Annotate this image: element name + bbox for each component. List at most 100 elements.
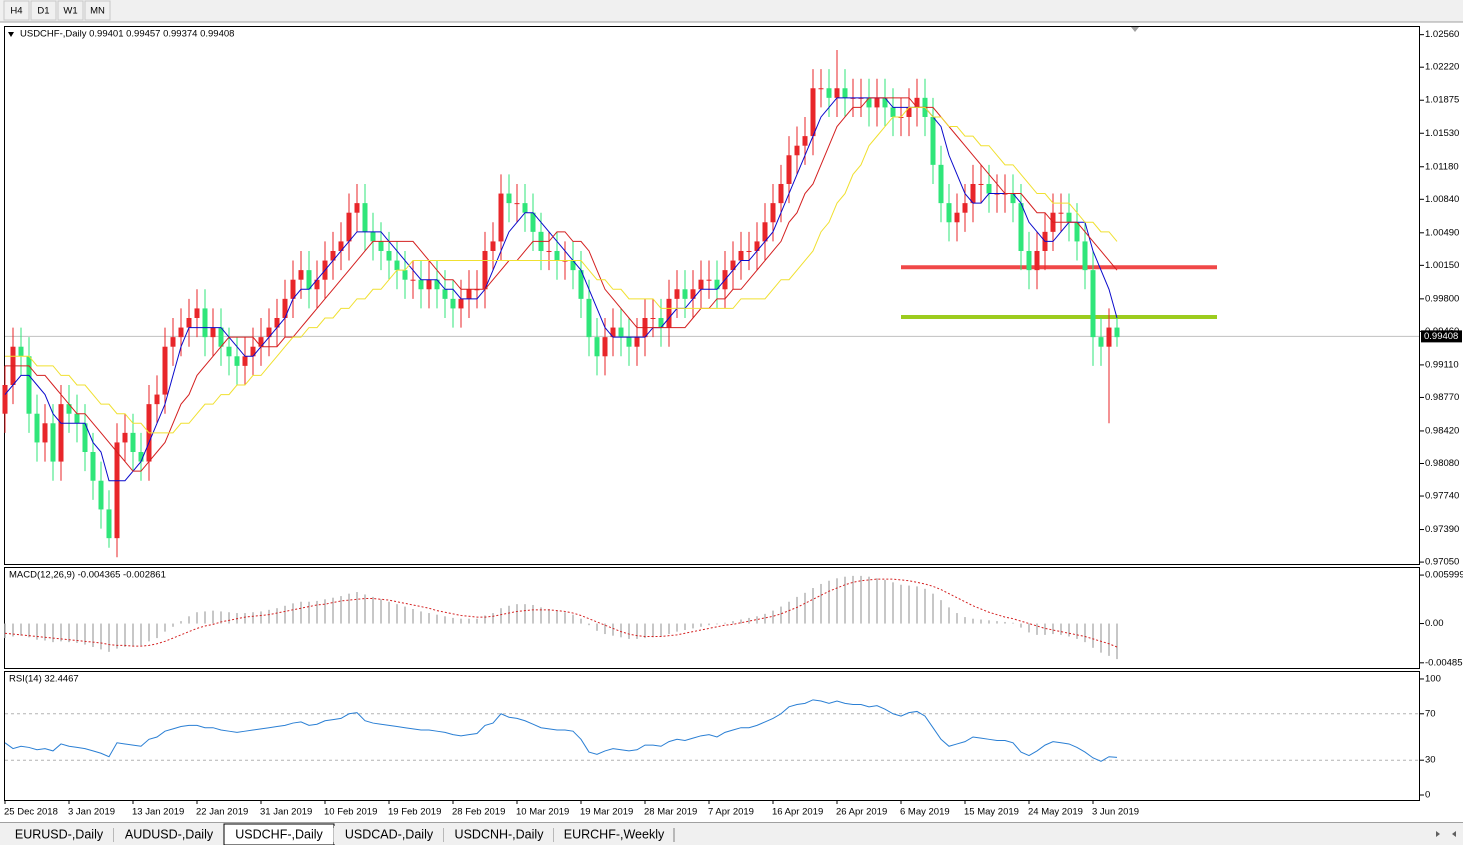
candle-body xyxy=(18,346,24,357)
candle-body xyxy=(682,289,688,299)
x-tick-label: 3 Jun 2019 xyxy=(1092,807,1139,818)
candle-body xyxy=(1106,327,1112,347)
candle-body xyxy=(826,88,832,98)
candle-body xyxy=(274,317,280,328)
candle-body xyxy=(178,327,184,338)
candle-body xyxy=(498,193,504,242)
candle-body xyxy=(170,337,176,347)
y-tick-label: 1.00490 xyxy=(1425,227,1459,238)
timeframe-button[interactable]: MN xyxy=(84,0,111,21)
candle-body xyxy=(306,270,312,290)
pane-title: RSI(14) 32.4467 xyxy=(9,674,79,685)
tab-box xyxy=(444,826,554,844)
candle-body xyxy=(410,279,416,281)
candle-body xyxy=(234,356,240,366)
y-tick-label: 1.02560 xyxy=(1425,29,1459,40)
candle-body xyxy=(674,289,680,299)
x-tick-label: 28 Mar 2019 xyxy=(644,807,697,818)
tab-label: USDCHF-,Daily xyxy=(235,827,323,841)
candle-body xyxy=(298,270,304,280)
x-tick-label: 19 Mar 2019 xyxy=(580,807,633,818)
candle-body xyxy=(914,97,920,108)
candle-body xyxy=(242,356,248,366)
x-tick-label: 24 May 2019 xyxy=(1028,807,1083,818)
candle-body xyxy=(346,212,352,242)
candle-body xyxy=(194,308,200,318)
candle-body xyxy=(106,509,112,539)
candle-body xyxy=(714,279,720,290)
tab-label: EURCHF-,Weekly xyxy=(564,827,665,841)
y-tick-label: 0.005999 xyxy=(1425,570,1463,581)
x-tick-label: 16 Apr 2019 xyxy=(772,807,823,818)
toolbar xyxy=(0,0,1463,22)
symbol-tab[interactable]: EURUSD-,Daily xyxy=(4,826,115,844)
tab-box xyxy=(114,826,224,844)
candle-body xyxy=(466,289,472,299)
macd-signal-line xyxy=(4,578,1118,648)
x-tick-label: 25 Dec 2018 xyxy=(4,807,58,818)
tab-label: AUDUSD-,Daily xyxy=(125,827,214,841)
candle-body xyxy=(834,88,840,98)
candle-body xyxy=(738,250,744,261)
moving-average xyxy=(5,97,1118,472)
timeframe-button[interactable]: W1 xyxy=(57,0,84,21)
candle-body xyxy=(66,404,72,414)
candle-body xyxy=(946,203,952,223)
timeframe-button[interactable]: H4 xyxy=(3,0,30,21)
x-tick-label: 10 Mar 2019 xyxy=(516,807,569,818)
candle-body xyxy=(338,241,344,251)
menu-arrow[interactable] xyxy=(8,32,14,37)
candle-body xyxy=(794,145,800,156)
candle-body xyxy=(1114,327,1120,338)
candle-body xyxy=(330,250,336,261)
y-tick-label: 0.98770 xyxy=(1425,392,1459,403)
candle-body xyxy=(746,250,752,252)
y-tick-label: 0.98420 xyxy=(1425,425,1459,436)
candle-body xyxy=(514,203,520,205)
y-tick-label: 1.00150 xyxy=(1425,260,1459,271)
candle-body xyxy=(490,241,496,251)
symbol-tab[interactable]: USDCNH-,Daily xyxy=(444,826,555,844)
candle-body xyxy=(482,250,488,290)
candle-body xyxy=(978,183,984,185)
candle-body xyxy=(26,356,32,414)
timeframe-label: W1 xyxy=(63,6,77,17)
rsi-pane xyxy=(4,671,1420,801)
pane-title: USDCHF-,Daily 0.99401 0.99457 0.99374 0.… xyxy=(20,29,234,40)
candle-body xyxy=(250,346,256,357)
timeframe-button[interactable]: D1 xyxy=(30,0,57,21)
tab-box xyxy=(4,826,114,844)
candle-body xyxy=(594,337,600,357)
y-tick-label: 0 xyxy=(1425,790,1430,801)
tab-label: USDCAD-,Daily xyxy=(345,827,434,841)
symbol-tab[interactable]: USDCAD-,Daily xyxy=(334,826,445,844)
last-price-box xyxy=(1421,330,1462,343)
candle-body xyxy=(970,183,976,204)
symbol-tab[interactable]: USDCHF-,Daily xyxy=(223,823,335,846)
y-tick-label: -0.004858 xyxy=(1425,657,1463,668)
candle-body xyxy=(34,413,40,443)
x-tick-label: 31 Jan 2019 xyxy=(260,807,312,818)
candle-body xyxy=(426,279,432,290)
tab-scroll[interactable] xyxy=(1436,831,1456,837)
candle-body xyxy=(154,394,160,405)
candle-body xyxy=(402,270,408,280)
candle-body xyxy=(770,203,776,223)
candle-body xyxy=(98,480,104,510)
candle-body xyxy=(378,241,384,251)
candle-body xyxy=(258,337,264,347)
symbol-tab[interactable]: EURCHF-,Weekly xyxy=(554,826,675,844)
candle-body xyxy=(1082,241,1088,271)
candle-body xyxy=(650,317,656,319)
candle-body xyxy=(218,327,224,347)
rsi-line xyxy=(4,699,1118,762)
symbol-tab[interactable]: AUDUSD-,Daily xyxy=(114,826,225,844)
candle-body xyxy=(114,442,120,539)
y-tick-label: 0.97050 xyxy=(1425,557,1459,568)
candle-body xyxy=(930,116,936,165)
candle-body xyxy=(138,452,144,462)
last-price-label: 0.99408 xyxy=(1424,331,1458,342)
candle-body xyxy=(1090,270,1096,338)
candle-body xyxy=(602,337,608,357)
